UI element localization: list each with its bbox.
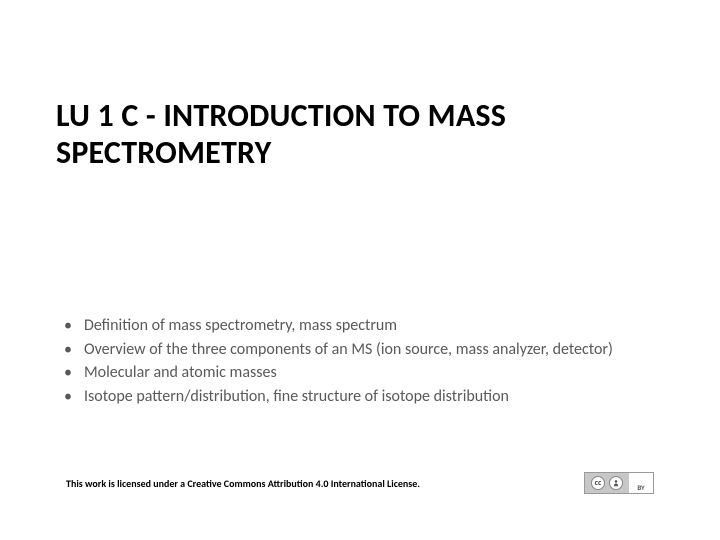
list-item: Definition of mass spectrometry, mass sp… (56, 315, 664, 337)
license-text: This work is licensed under a Creative C… (66, 477, 420, 490)
slide: LU 1 C - INTRODUCTION TO MASS SPECTROMET… (0, 0, 720, 540)
list-item: Overview of the three components of an M… (56, 339, 664, 361)
by-label: BY (637, 483, 644, 492)
list-item: Isotope pattern/distribution, fine struc… (56, 386, 664, 408)
slide-title: LU 1 C - INTRODUCTION TO MASS SPECTROMET… (56, 98, 664, 172)
footer: This work is licensed under a Creative C… (66, 472, 664, 494)
cc-logo-icon: cc (591, 476, 605, 490)
bullet-list: Definition of mass spectrometry, mass sp… (56, 315, 664, 409)
by-person-icon (609, 476, 623, 490)
list-item: Molecular and atomic masses (56, 362, 664, 384)
cc-badge-right: BY (629, 473, 653, 493)
cc-badge-left: cc (585, 473, 629, 493)
cc-license-badge: cc BY (584, 472, 654, 494)
